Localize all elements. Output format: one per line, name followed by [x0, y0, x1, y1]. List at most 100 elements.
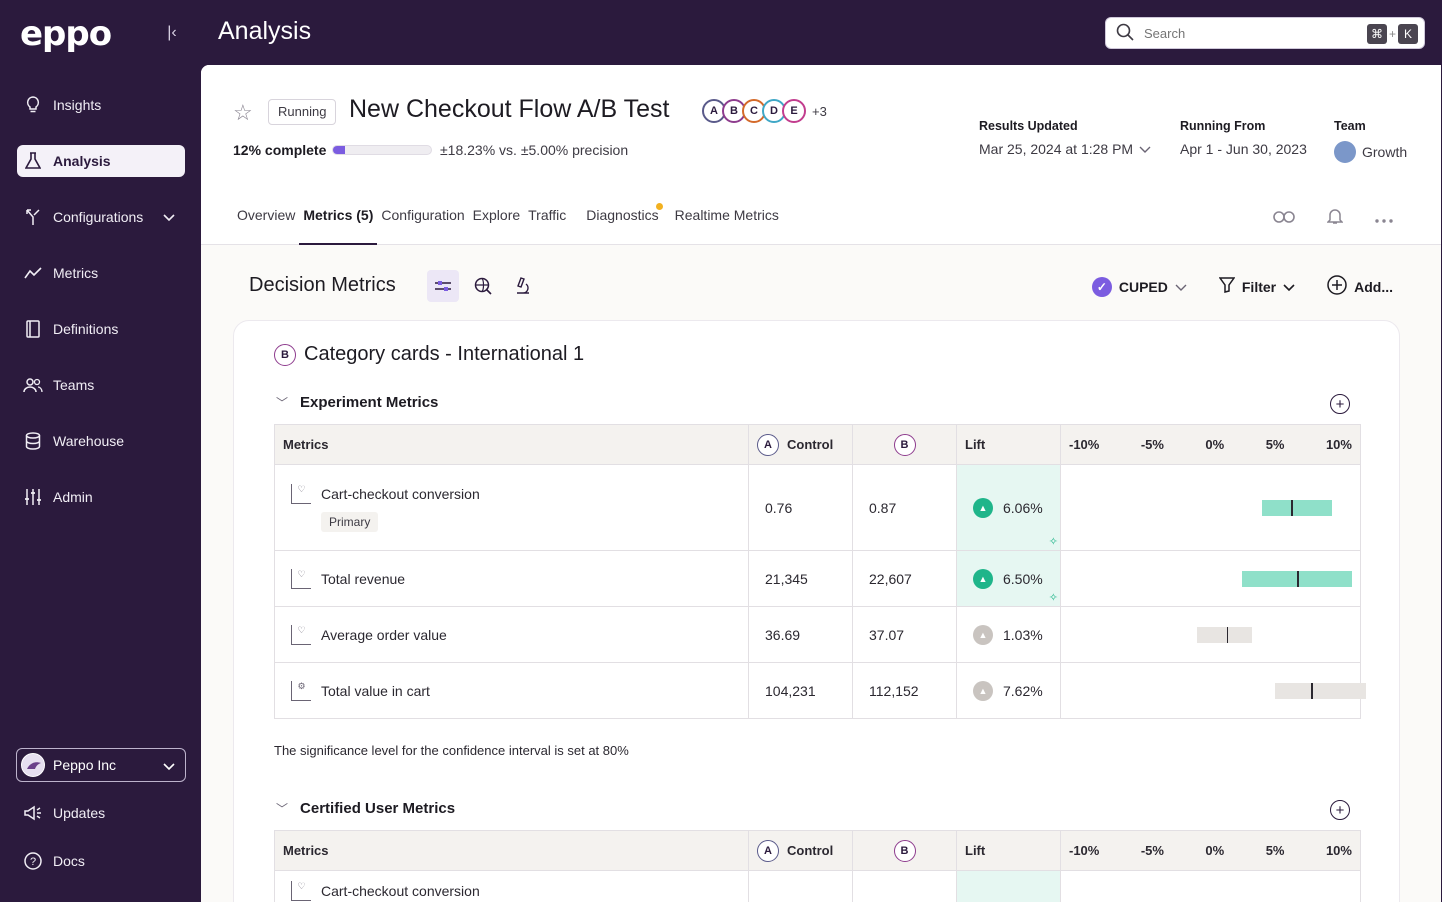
tab-metrics[interactable]: Metrics (5) — [299, 207, 378, 245]
bell-icon[interactable] — [1326, 207, 1344, 230]
sidebar-item-updates[interactable]: Updates — [17, 797, 185, 829]
tab-bar: Overview Metrics (5) Configuration Explo… — [237, 203, 787, 245]
arrow-up-icon: ▲ — [973, 568, 993, 589]
notification-dot — [655, 203, 663, 210]
lift-cell[interactable]: ▲ 7.62% — [956, 662, 1061, 719]
team[interactable]: Team Growth — [1334, 119, 1407, 163]
sidebar-item-analysis[interactable]: Analysis — [17, 145, 185, 177]
header-metrics: Metrics — [274, 830, 749, 871]
more-options-icon[interactable] — [1375, 207, 1393, 230]
sparkle-icon: ✧ — [1048, 592, 1058, 604]
header-lift: Lift — [956, 424, 1061, 465]
search-box[interactable]: ⌘ + K — [1105, 17, 1425, 49]
decision-metrics-title: Decision Metrics — [249, 274, 396, 296]
table-row[interactable]: ♡ Total revenue 21,345 22,607 ▲ 6.50% ✧ — [274, 550, 1361, 607]
metric-name: Total revenue — [321, 570, 406, 587]
chevron-down-icon — [1283, 279, 1295, 295]
sidebar-item-label: Metrics — [53, 265, 99, 281]
org-switcher[interactable]: Peppo Inc — [16, 748, 186, 782]
tab-diagnostics[interactable]: Diagnostics — [586, 203, 663, 245]
sidebar-item-insights[interactable]: Insights — [17, 89, 185, 121]
sidebar-item-admin[interactable]: Admin — [17, 481, 185, 513]
header-actions — [1273, 207, 1393, 230]
metric-icon: ♡ — [291, 881, 311, 901]
tab-realtime-metrics[interactable]: Realtime Metrics — [674, 207, 779, 223]
header-control: A Control — [748, 830, 853, 871]
progress-bar — [332, 145, 432, 155]
confidence-interval-bar[interactable] — [1196, 626, 1253, 643]
sliders-view-icon[interactable] — [427, 270, 459, 302]
table-row[interactable]: ♡ Average order value 36.69 37.07 ▲ 1.03% — [274, 606, 1361, 663]
axis-tick: -10% — [1069, 437, 1100, 452]
tab-overview[interactable]: Overview — [237, 207, 296, 223]
cuped-toggle[interactable]: ✓ CUPED — [1091, 276, 1187, 297]
chevron-down-icon — [1175, 279, 1187, 295]
tab-configuration[interactable]: Configuration — [381, 207, 465, 223]
axis-tick: 5% — [1265, 437, 1285, 452]
table-row[interactable]: ♡ Cart-checkout conversion Primary 0.76 0… — [274, 464, 1361, 551]
globe-search-icon[interactable] — [467, 270, 499, 302]
lift-cell[interactable]: ▲ 6.06% ✧ — [956, 464, 1061, 551]
collapse-sidebar-icon[interactable]: |‹ — [167, 24, 177, 41]
filter-button[interactable]: Filter — [1218, 277, 1295, 296]
sidebar-item-teams[interactable]: Teams — [17, 369, 185, 401]
point-estimate-mark — [1297, 570, 1299, 587]
metric-icon: ♡ — [291, 624, 311, 645]
tab-explore[interactable]: Explore — [472, 207, 521, 223]
link-icon[interactable] — [1273, 207, 1295, 230]
results-updated[interactable]: Results Updated Mar 25, 2024 at 1:28 PM — [979, 119, 1151, 157]
lightbulb-icon — [23, 95, 43, 115]
flask-icon — [23, 151, 43, 171]
table-row[interactable]: ⚙ Total value in cart 104,231 112,152 ▲ 7.… — [274, 662, 1367, 719]
filter-icon — [1218, 277, 1236, 296]
axis-tick: -10% — [1069, 843, 1100, 858]
ci-cell — [1060, 662, 1367, 719]
metric-icon: ♡ — [291, 568, 311, 589]
add-metric-button[interactable]: + — [1330, 394, 1350, 414]
experiment-header: ☆ Running New Checkout Flow A/B Test A B… — [201, 65, 1441, 245]
table-row[interactable]: ♡ Cart-checkout conversion — [274, 870, 1361, 902]
lift-value: 6.06% — [1003, 499, 1043, 516]
metric-icon: ♡ — [291, 483, 311, 504]
sidebar-item-configurations[interactable]: Configurations — [17, 201, 185, 233]
help-circle-icon: ? — [23, 851, 43, 871]
sidebar-item-metrics[interactable]: Metrics — [17, 257, 185, 289]
decision-metrics-actions: ✓ CUPED Filter Add... — [1091, 275, 1393, 298]
sidebar-item-docs[interactable]: ? Docs — [17, 845, 185, 877]
lift-cell[interactable]: ▲ 1.03% — [956, 606, 1061, 663]
lift-value: 7.62% — [1003, 682, 1043, 699]
control-value: 0.76 — [748, 464, 853, 551]
lift-cell[interactable]: ▲ 6.50% ✧ — [956, 550, 1061, 607]
confidence-interval-bar[interactable] — [1241, 570, 1353, 587]
star-icon[interactable]: ☆ — [233, 100, 253, 125]
confidence-interval-bar[interactable] — [1275, 682, 1367, 699]
chevron-down-icon — [1139, 141, 1151, 157]
eppo-logo[interactable]: eppo — [20, 14, 112, 54]
header-variant-b: B — [852, 830, 957, 871]
point-estimate-mark — [1291, 499, 1293, 516]
section-experiment-metrics[interactable]: ﹀ Experiment Metrics — [276, 394, 439, 411]
microscope-icon[interactable] — [507, 270, 539, 302]
sparkle-icon: ✧ — [1048, 536, 1058, 548]
svg-text:?: ? — [30, 856, 36, 868]
sidebar-item-definitions[interactable]: Definitions — [17, 313, 185, 345]
metric-name: Cart-checkout conversion — [321, 883, 480, 899]
variant-badges[interactable]: A B C D E +3 — [702, 99, 827, 123]
sidebar-item-label: Teams — [53, 377, 95, 393]
significance-note: The significance level for the confidenc… — [274, 743, 629, 758]
header-control: A Control — [748, 424, 853, 465]
status-badge: Running — [268, 99, 337, 125]
neutral-arrow-icon: ▲ — [973, 680, 993, 701]
add-metric-button[interactable]: + — [1330, 800, 1350, 820]
section-certified-user-metrics[interactable]: ﹀ Certified User Metrics — [276, 800, 456, 817]
confidence-interval-bar[interactable] — [1262, 499, 1332, 516]
control-value: 36.69 — [748, 606, 853, 663]
sidebar-item-warehouse[interactable]: Warehouse — [17, 425, 185, 457]
search-input[interactable] — [1144, 25, 1344, 41]
control-value: 104,231 — [748, 662, 853, 719]
tab-traffic[interactable]: Traffic — [528, 207, 567, 223]
axis-tick: 10% — [1325, 843, 1352, 858]
chevron-down-icon — [163, 209, 175, 225]
variant-badge: E — [782, 99, 806, 123]
add-button[interactable]: Add... — [1327, 275, 1393, 298]
